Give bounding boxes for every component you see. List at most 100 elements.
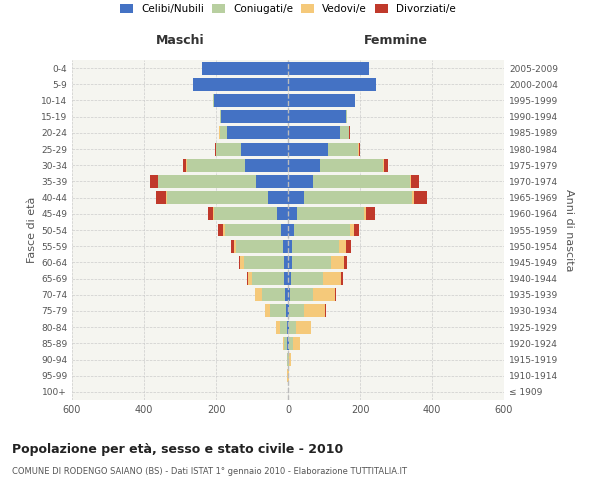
Bar [359,142,361,156]
Bar [236,240,283,252]
Bar [216,142,241,156]
Bar [367,208,376,220]
Bar [288,110,346,123]
Text: Maschi: Maschi [155,34,205,47]
Bar [288,337,289,350]
Bar [346,240,350,252]
Bar [155,191,166,204]
Bar [183,159,187,172]
Bar [288,320,289,334]
Text: Femmine: Femmine [364,34,428,47]
Bar [325,304,326,318]
Bar [287,353,288,366]
Bar [288,78,376,91]
Bar [344,256,347,269]
Bar [288,159,320,172]
Bar [214,208,277,220]
Bar [288,142,328,156]
Bar [296,320,311,334]
Bar [166,191,167,204]
Bar [262,288,285,301]
Bar [288,208,297,220]
Bar [202,62,288,74]
Bar [214,94,288,107]
Bar [289,337,293,350]
Bar [295,224,350,236]
Bar [208,208,213,220]
Bar [286,304,288,318]
Bar [304,191,412,204]
Legend: Celibi/Nubili, Coniugati/e, Vedovi/e, Divorziati/e: Celibi/Nubili, Coniugati/e, Vedovi/e, Di… [120,4,456,14]
Bar [335,288,336,301]
Bar [293,337,300,350]
Bar [287,337,288,350]
Bar [283,240,288,252]
Bar [414,191,427,204]
Bar [220,110,221,123]
Bar [313,175,410,188]
Bar [252,272,284,285]
Bar [354,224,359,236]
Bar [289,320,296,334]
Bar [349,126,350,140]
Y-axis label: Anni di nascita: Anni di nascita [563,188,574,271]
Bar [383,159,384,172]
Bar [234,240,236,252]
Bar [245,159,288,172]
Bar [341,272,343,285]
Bar [231,240,234,252]
Bar [328,142,358,156]
Bar [289,304,304,318]
Bar [288,272,291,285]
Bar [287,320,288,334]
Bar [284,337,287,350]
Bar [276,320,280,334]
Bar [364,208,367,220]
Bar [248,272,252,285]
Bar [241,142,288,156]
Bar [288,191,304,204]
Bar [151,175,158,188]
Bar [288,256,292,269]
Bar [218,224,223,236]
Bar [292,256,331,269]
Bar [218,126,219,140]
Bar [239,256,241,269]
Bar [213,208,214,220]
Bar [225,224,281,236]
Bar [221,110,288,123]
Bar [283,337,284,350]
Bar [410,175,412,188]
Bar [220,126,227,140]
Bar [346,110,347,123]
Bar [320,159,383,172]
Bar [288,94,355,107]
Bar [412,191,414,204]
Bar [289,353,291,366]
Bar [256,175,288,188]
Bar [255,288,262,301]
Bar [292,240,339,252]
Y-axis label: Fasce di età: Fasce di età [27,197,37,263]
Bar [247,272,248,285]
Bar [227,126,288,140]
Bar [290,288,313,301]
Text: COMUNE DI RODENGO SAIANO (BS) - Dati ISTAT 1° gennaio 2010 - Elaborazione TUTTIT: COMUNE DI RODENGO SAIANO (BS) - Dati IST… [12,468,407,476]
Bar [270,304,286,318]
Bar [268,191,288,204]
Bar [288,288,290,301]
Bar [350,224,354,236]
Bar [187,159,245,172]
Bar [313,288,335,301]
Bar [158,175,256,188]
Bar [288,62,369,74]
Bar [241,256,244,269]
Bar [285,288,288,301]
Bar [323,272,341,285]
Bar [284,256,288,269]
Bar [223,224,225,236]
Bar [193,78,288,91]
Text: Popolazione per età, sesso e stato civile - 2010: Popolazione per età, sesso e stato civil… [12,442,343,456]
Bar [297,208,364,220]
Bar [280,320,287,334]
